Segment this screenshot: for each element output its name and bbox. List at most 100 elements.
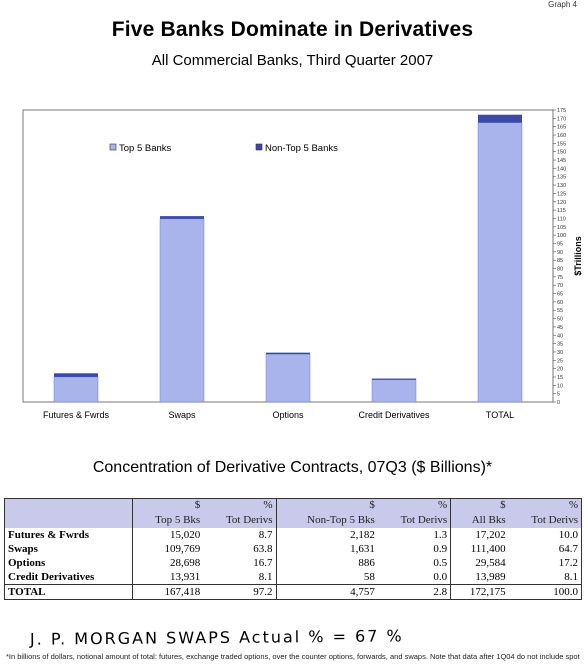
table-cell: 4,757 [276,584,378,600]
bar-top5-0 [53,376,99,403]
table-cell: 17.2 [558,557,578,569]
bar-nontop5-1 [160,216,204,219]
table-cell: 10.0 [558,529,578,541]
column-header: Tot Derivs [508,512,582,528]
table-row: Futures & Fwrds 15,020 8.7 2,182 1.3 17,… [4,528,582,542]
column-header: Tot Derivs [377,512,452,528]
bar-nontop5-3 [372,378,416,380]
y-tick-label: 135 [557,175,566,181]
table-cell: 2,182 [350,529,375,541]
table-cell: 0.9 [377,542,452,556]
y-tick-label: 130 [557,183,566,189]
table-cell: 109,769 [164,543,201,555]
y-tick-label: 5 [557,392,560,398]
bar-top5-2 [265,353,311,403]
y-tick-label: 75 [557,275,563,281]
y-tick-label: 85 [557,258,563,264]
header-unit: $ [450,498,509,512]
bar-nontop5-4 [478,114,522,123]
table-cell: 172,175 [450,584,509,600]
y-tick-label: 160 [557,133,566,139]
header-unit: % [508,498,582,512]
table-header-units-row: $ % $ % $ % [4,498,582,512]
table-cell: 13,989 [475,571,506,583]
row-label: Credit Derivatives [4,570,133,585]
table-cell: 0.0 [377,570,452,585]
bar-top5-1 [159,218,205,403]
x-tick-label: Options [272,410,304,420]
y-tick-label: 0 [557,400,560,406]
x-tick-label: Swaps [168,410,196,420]
y-tick-label: 15 [557,375,563,381]
column-header: All Bks [450,512,509,528]
bar-nontop5-0 [54,373,98,377]
bar-top5-4 [477,122,523,403]
y-tick-label: 165 [557,125,566,131]
header-corner [4,512,133,528]
x-tick-label: Futures & Fwrds [43,410,110,420]
header-unit: $ [132,498,204,512]
table-row: Credit Derivatives 13,931 8.1 58 0.0 13,… [4,570,582,585]
table-cell: 2.8 [377,584,452,600]
table-cell: 17,202 [475,529,506,541]
table-row: Options 28,698 16.7 886 0.5 29,584 17.2 [4,556,582,570]
table-cell: 28,698 [169,557,201,569]
bar-nontop5-2 [266,352,310,355]
row-label: TOTAL [4,584,133,600]
table-cell: 1,631 [350,543,375,555]
table-cell: 886 [358,557,375,569]
y-tick-label: 55 [557,308,563,314]
x-tick-label: Credit Derivatives [358,410,430,420]
row-label: Options [4,556,133,570]
page-subtitle: All Commercial Banks, Third Quarter 2007 [151,52,434,69]
table-cell: 8.7 [203,528,277,542]
y-tick-label: 10 [557,383,563,389]
legend-swatch [109,143,117,151]
table-cell: 167,418 [132,584,204,600]
y-tick-label: 45 [557,325,563,331]
header-unit: % [377,498,452,512]
table-cell: 63.8 [203,542,277,556]
table-total-row: TOTAL 167,418 97.2 4,757 2.8 172,175 100… [4,584,582,600]
y-tick-label: 40 [557,333,563,339]
y-tick-label: 145 [557,158,566,164]
table-cell: 58 [363,571,375,583]
table-cell: 8.1 [564,571,578,583]
table-header-labels-row: Top 5 Bks Tot Derivs Non-Top 5 Bks Tot D… [4,512,582,528]
legend-swatch [255,143,263,151]
page-title: Five Banks Dominate in Derivatives [111,18,474,41]
legend-label: Non-Top 5 Banks [265,143,338,154]
y-axis-label: $Trillions [573,236,583,276]
y-tick-label: 175 [557,108,566,114]
y-tick-label: 70 [557,283,563,289]
y-tick-label: 170 [557,116,566,122]
footnote: *In billions of dollars, notional amount… [6,652,581,661]
header-corner [4,498,133,512]
table-cell: 29,584 [475,557,506,569]
y-tick-label: 100 [557,233,566,239]
column-header: Tot Derivs [203,512,277,528]
y-tick-label: 30 [557,350,563,356]
concentration-table: $ % $ % $ % Top 5 Bks Tot Derivs Non-Top… [4,498,582,600]
legend-label: Top 5 Banks [119,143,172,154]
table-title: Concentration of Derivative Contracts, 0… [92,459,493,476]
table-cell: 0.5 [377,556,452,570]
y-tick-label: 120 [557,200,566,206]
y-tick-label: 140 [557,166,566,172]
table-cell: 16.7 [203,556,277,570]
table-cell: 64.7 [558,543,578,555]
table-cell: 1.3 [377,528,452,542]
table-cell: 8.1 [203,570,277,585]
table-cell: 100.0 [508,584,582,600]
handwritten-note: J. P. MORGAN SWAPS Actual % = 67 % [29,626,404,649]
row-label: Swaps [4,542,133,556]
header-unit: % [203,498,277,512]
table-row: Swaps 109,769 63.8 1,631 0.9 111,400 64.… [4,542,582,556]
y-tick-label: 95 [557,241,563,247]
x-tick-label: TOTAL [486,410,514,420]
header-unit: $ [276,498,378,512]
y-tick-label: 35 [557,342,563,348]
y-tick-label: 60 [557,300,563,306]
row-label: Futures & Fwrds [4,528,133,542]
table-cell: 97.2 [203,584,277,600]
